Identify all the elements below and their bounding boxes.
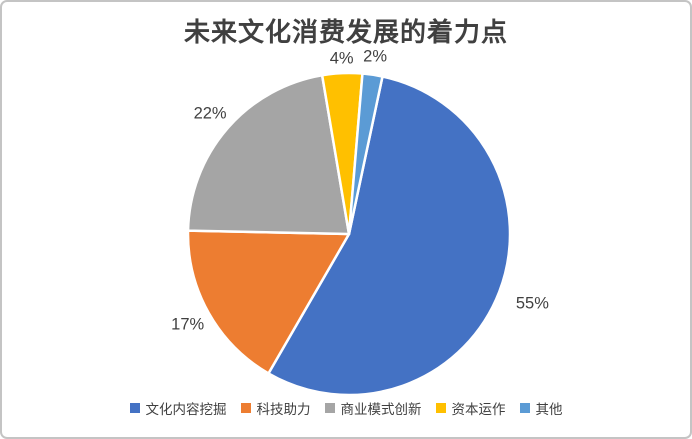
legend-label: 商业模式创新: [340, 402, 422, 417]
legend-swatch-icon: [240, 403, 251, 413]
legend-label: 其他: [535, 402, 563, 417]
data-label-4: 4%: [329, 49, 354, 68]
legend: 文化内容挖掘 科技助力 商业模式创新 资本运作 其他: [2, 398, 690, 418]
legend-label: 文化内容挖掘: [145, 402, 227, 417]
legend-item-1: 文化内容挖掘: [129, 398, 227, 418]
legend-swatch-icon: [324, 403, 335, 413]
chart-title: 未来文化消费发展的着力点: [183, 17, 508, 47]
legend-swatch-icon: [129, 403, 140, 413]
legend-item-5: 其他: [519, 398, 563, 418]
data-label-1: 55%: [515, 294, 549, 313]
legend-item-4: 资本运作: [435, 398, 506, 418]
legend-swatch-icon: [435, 403, 446, 413]
data-label-3: 22%: [193, 104, 227, 123]
legend-label: 科技助力: [256, 402, 311, 417]
pie-slice-1: [267, 75, 512, 397]
pie-slice-2: [186, 229, 351, 375]
pie-slice-5: [347, 72, 384, 236]
legend-item-2: 科技助力: [240, 398, 311, 418]
data-label-5: 2%: [363, 47, 388, 66]
legend-swatch-icon: [519, 403, 530, 413]
pie-slice-3: [186, 74, 351, 236]
legend-label: 资本运作: [451, 402, 506, 417]
data-label-2: 17%: [171, 315, 205, 334]
legend-item-3: 商业模式创新: [324, 398, 422, 418]
